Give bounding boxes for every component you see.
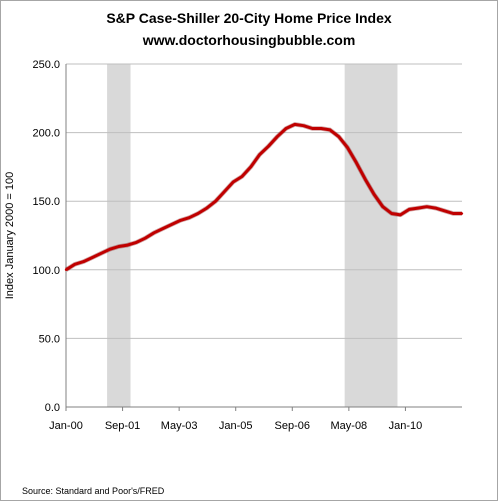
data-point xyxy=(372,193,376,196)
data-point xyxy=(425,205,428,208)
data-point xyxy=(205,206,208,210)
recession-band-2 xyxy=(344,64,398,407)
data-point xyxy=(152,231,156,234)
x-tick-label: May-03 xyxy=(161,420,198,432)
data-point xyxy=(355,161,358,164)
data-point xyxy=(416,206,420,210)
data-point xyxy=(144,237,147,240)
x-tick-label: Sep-06 xyxy=(275,420,310,432)
series-line xyxy=(65,122,462,272)
data-point xyxy=(284,127,288,130)
data-point xyxy=(249,165,252,169)
source-note: Source: Standard and Poor's/FRED xyxy=(22,486,165,496)
data-point xyxy=(381,205,384,208)
data-point xyxy=(64,268,68,271)
x-tick-label: May-08 xyxy=(331,420,368,432)
data-point xyxy=(108,248,112,251)
data-point xyxy=(267,145,270,148)
data-point xyxy=(408,208,411,211)
data-point xyxy=(126,243,129,247)
x-tick-label: Jan-05 xyxy=(219,420,253,432)
data-point xyxy=(196,212,200,215)
x-tick-label: Jan-00 xyxy=(49,420,83,432)
data-point xyxy=(346,146,349,149)
data-point xyxy=(240,175,244,178)
data-point xyxy=(390,212,393,215)
data-point xyxy=(223,190,226,193)
y-tick-label: 200.0 xyxy=(32,128,60,140)
y-tick-label: 150.0 xyxy=(32,196,60,208)
chart-subtitle: www.doctorhousingbubble.com xyxy=(142,32,356,48)
data-point xyxy=(232,180,235,184)
data-point xyxy=(364,178,367,181)
data-point xyxy=(100,252,103,255)
data-point xyxy=(117,245,121,248)
recession-band-1 xyxy=(107,64,131,407)
data-point xyxy=(311,127,314,130)
data-point xyxy=(179,219,182,222)
data-point xyxy=(214,200,217,203)
data-point xyxy=(434,206,437,210)
data-point xyxy=(276,135,279,138)
y-axis-title: Index January 2000 = 100 xyxy=(4,172,16,300)
y-tick-label: 250.0 xyxy=(32,59,60,71)
data-point xyxy=(293,123,296,126)
data-point xyxy=(188,216,191,219)
data-point xyxy=(161,227,164,230)
chart-title: S&P Case-Shiller 20-City Home Price Inde… xyxy=(106,10,392,26)
data-point xyxy=(82,260,85,263)
data-point xyxy=(91,256,94,259)
data-point xyxy=(328,128,332,132)
x-tick-label: Sep-01 xyxy=(105,420,140,432)
data-point xyxy=(337,135,340,138)
data-point xyxy=(320,127,323,130)
data-point xyxy=(170,223,173,226)
data-point xyxy=(302,124,305,127)
data-point xyxy=(258,153,261,156)
x-tick-label: Jan-10 xyxy=(389,420,423,432)
data-point xyxy=(460,212,464,215)
data-point xyxy=(135,241,138,244)
y-tick-label: 0.0 xyxy=(45,402,60,414)
data-point xyxy=(399,213,402,217)
data-point xyxy=(73,263,77,266)
data-point xyxy=(443,209,446,213)
y-tick-label: 100.0 xyxy=(32,265,60,277)
data-point xyxy=(452,212,455,215)
y-tick-label: 50.0 xyxy=(39,333,60,345)
